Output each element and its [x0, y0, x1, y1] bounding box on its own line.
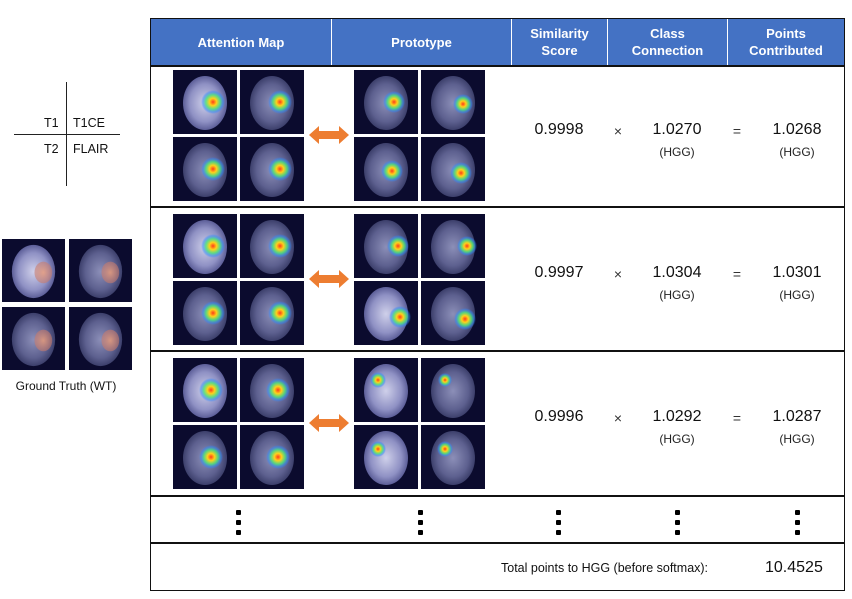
legend-label-t1ce: T1CE [73, 116, 105, 130]
points-contributed-class: (HGG) [779, 145, 815, 159]
attention-map-t1-image [173, 358, 237, 422]
prototype-t1-image [354, 358, 418, 422]
multiply-sign: × [613, 123, 623, 139]
attention-map-t1-image [173, 70, 237, 134]
vertical-ellipsis-icon [415, 510, 425, 540]
similarity-score: 0.9997 [534, 264, 584, 281]
prototype-t1-image [354, 214, 418, 278]
header-similarity-line2: Score [541, 43, 578, 58]
row-separator [151, 65, 844, 67]
vertical-ellipsis-icon [792, 510, 802, 540]
attention-map-flair-image [240, 425, 304, 489]
similarity-score: 0.9996 [534, 408, 584, 425]
ground-truth-flair-image [69, 307, 132, 370]
table-header: Attention Map Prototype Similarity Score… [151, 19, 844, 65]
double-headed-arrow-icon [309, 126, 349, 144]
row-separator [151, 350, 844, 352]
equals-sign: = [732, 266, 742, 282]
ground-truth-t1ce-image [69, 239, 132, 302]
prototype-t1-image [354, 70, 418, 134]
header-attention-map-label: Attention Map [197, 34, 285, 50]
header-prototype-label: Prototype [391, 34, 452, 50]
header-similarity-line1: Similarity [530, 26, 589, 41]
similarity-score: 0.9998 [534, 121, 584, 138]
prototype-flair-image [421, 425, 485, 489]
row-separator [151, 542, 844, 544]
prototype-t2-image [354, 425, 418, 489]
points-contributed-value: 1.0287 [772, 408, 822, 425]
attention-map-t2-image [173, 281, 237, 345]
points-contributed-value: 1.0268 [772, 121, 822, 138]
total-points-label: Total points to HGG (before softmax): [501, 561, 709, 575]
header-attention-map: Attention Map [151, 19, 331, 65]
attention-map-t2-image [173, 137, 237, 201]
attention-map-t1-image [173, 214, 237, 278]
prototype-t1ce-image [421, 70, 485, 134]
prototype-flair-image [421, 281, 485, 345]
vertical-ellipsis-icon [672, 510, 682, 540]
points-contributed-class: (HGG) [779, 432, 815, 446]
ground-truth-t2-image [2, 307, 65, 370]
modality-legend: T1 T1CE T2 FLAIR Ground Truth (WT) [0, 0, 150, 599]
prototype-flair-image [421, 137, 485, 201]
header-points-line1: Points [766, 26, 806, 41]
total-points-value: 10.4525 [765, 559, 823, 576]
row-separator [151, 495, 844, 497]
header-similarity-score: Similarity Score [511, 19, 607, 65]
multiply-sign: × [613, 266, 623, 282]
attention-map-t1ce-image [240, 70, 304, 134]
class-connection-value: 1.0270 [652, 121, 702, 138]
prototype-t1ce-image [421, 358, 485, 422]
equals-sign: = [732, 410, 742, 426]
header-points-line2: Contributed [749, 43, 823, 58]
double-headed-arrow-icon [309, 414, 349, 432]
class-connection-value: 1.0304 [652, 264, 702, 281]
attention-map-t1ce-image [240, 358, 304, 422]
class-connection-class: (HGG) [659, 145, 695, 159]
points-contributed-value: 1.0301 [772, 264, 822, 281]
attention-map-flair-image [240, 281, 304, 345]
multiply-sign: × [613, 410, 623, 426]
attention-map-flair-image [240, 137, 304, 201]
class-connection-class: (HGG) [659, 288, 695, 302]
vertical-ellipsis-icon [553, 510, 563, 540]
prototype-t2-image [354, 137, 418, 201]
header-class-line2: Connection [631, 43, 704, 58]
legend-label-t2: T2 [44, 142, 59, 156]
header-class-connection: Class Connection [607, 19, 727, 65]
header-class-line1: Class [650, 26, 685, 41]
legend-label-t1: T1 [44, 116, 59, 130]
double-headed-arrow-icon [309, 270, 349, 288]
ground-truth-grid [2, 239, 133, 371]
class-connection-class: (HGG) [659, 432, 695, 446]
equals-sign: = [732, 123, 742, 139]
points-contributed-class: (HGG) [779, 288, 815, 302]
attention-map-t2-image [173, 425, 237, 489]
header-prototype: Prototype [331, 19, 511, 65]
legend-label-flair: FLAIR [73, 142, 109, 156]
vertical-ellipsis-icon [233, 510, 243, 540]
class-connection-value: 1.0292 [652, 408, 702, 425]
header-points-contributed: Points Contributed [727, 19, 844, 65]
ground-truth-caption: Ground Truth (WT) [15, 379, 117, 393]
row-separator [151, 206, 844, 208]
prototype-t1ce-image [421, 214, 485, 278]
attention-map-t1ce-image [240, 214, 304, 278]
prototype-explanation-table: Attention Map Prototype Similarity Score… [150, 18, 845, 591]
prototype-t2-image [354, 281, 418, 345]
legend-horizontal-divider [14, 134, 120, 135]
ground-truth-t1-image [2, 239, 65, 302]
